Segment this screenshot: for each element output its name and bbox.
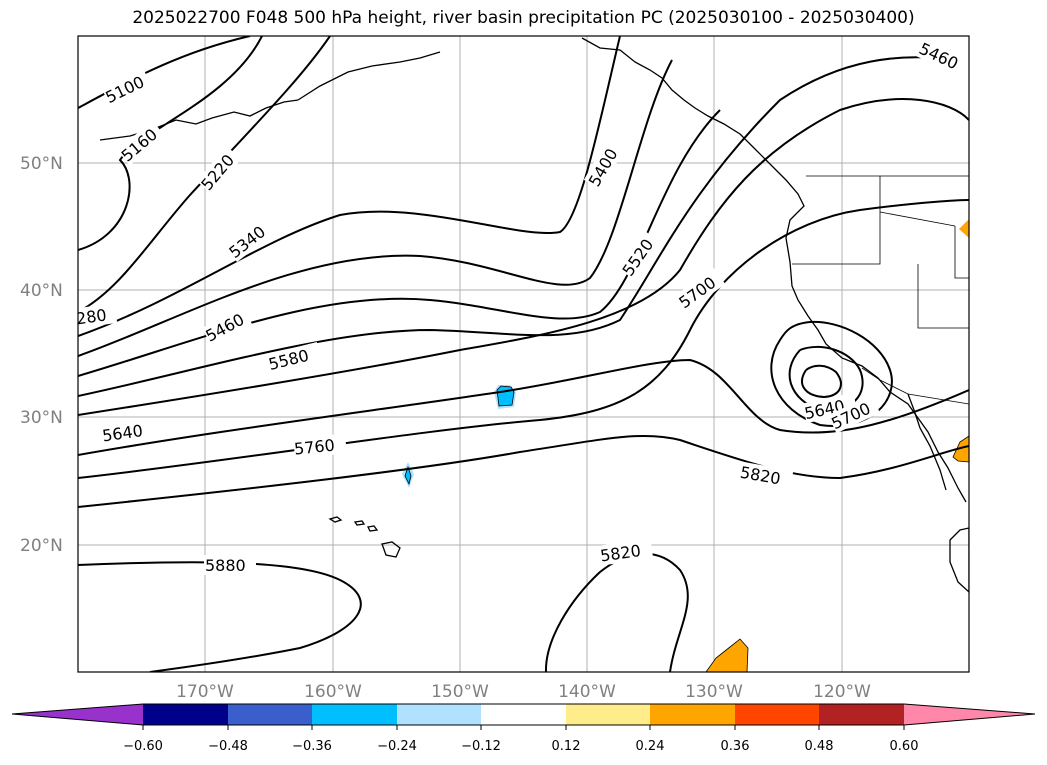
contour-label: 280 xyxy=(75,305,108,328)
colorbar-segment xyxy=(397,704,481,725)
lon-tick-label: 130°W xyxy=(685,682,743,702)
map-area xyxy=(78,36,969,672)
contour-label: 5880 xyxy=(205,556,246,575)
colorbar-extend-low xyxy=(12,704,143,725)
lat-tick-label: 20°N xyxy=(20,536,63,556)
contour-5580 xyxy=(78,56,969,397)
lon-tick-label: 150°W xyxy=(431,682,489,702)
contour-5220 xyxy=(78,36,331,313)
colorbar: −0.60 −0.48 −0.36 −0.24 −0.12 0.12 0.24 … xyxy=(11,703,1036,754)
colorbar-tick-label: −0.24 xyxy=(377,739,417,754)
colorbar-segment xyxy=(735,704,819,725)
lon-tick-label: 140°W xyxy=(558,682,616,702)
contour-5400 xyxy=(78,36,621,337)
colorbar-segment xyxy=(481,704,566,725)
contour-5460 xyxy=(78,59,673,357)
colorbar-tick-label: −0.48 xyxy=(208,739,248,754)
colorbar-tick-labels: −0.60 −0.48 −0.36 −0.24 −0.12 0.12 0.24 … xyxy=(123,739,918,754)
lat-tick-labels: 50°N 40°N 30°N 20°N xyxy=(20,154,63,556)
colorbar-tick-label: −0.12 xyxy=(461,739,501,754)
contour-5700-a xyxy=(78,358,969,456)
colorbar-segment xyxy=(312,704,397,725)
contour-5580-low xyxy=(801,364,842,399)
colorbar-segment xyxy=(566,704,650,725)
lat-tick-label: 30°N xyxy=(20,408,63,428)
colorbar-tick-label: −0.36 xyxy=(292,739,332,754)
contour-5640 xyxy=(78,98,969,416)
map-frame xyxy=(77,35,970,673)
contour-5700-low xyxy=(770,320,893,427)
contour-label: 5760 xyxy=(293,436,335,459)
lon-tick-label: 170°W xyxy=(176,682,234,702)
colorbar-segment xyxy=(143,704,228,725)
lon-tick-label: 160°W xyxy=(304,682,362,702)
contour-5100 xyxy=(78,36,251,109)
hawaii-islands xyxy=(328,516,401,558)
colorbar-segment xyxy=(650,704,735,725)
lon-tick-label: 120°W xyxy=(813,682,871,702)
contour-5820 xyxy=(78,434,969,508)
colorbar-segment xyxy=(819,704,904,725)
negative-shade-core xyxy=(496,385,515,407)
colorbar-tick-label: 0.60 xyxy=(890,739,919,754)
colorbar-tick-label: 0.12 xyxy=(552,739,581,754)
positive-shade-mexico xyxy=(952,435,969,463)
lon-tick-labels: 170°W 160°W 150°W 140°W 130°W 120°W xyxy=(176,682,871,702)
colorbar-extend-high xyxy=(904,704,1035,725)
lat-tick-label: 50°N xyxy=(20,154,63,174)
colorbar-segment xyxy=(228,704,312,725)
height-contours xyxy=(78,36,969,672)
colorbar-tick-label: 0.48 xyxy=(805,739,834,754)
colorbar-ticks xyxy=(142,725,905,730)
colorbar-tick-label: 0.24 xyxy=(636,739,665,754)
map-title: 2025022700 F048 500 hPa height, river ba… xyxy=(132,8,915,28)
contour-5160 xyxy=(78,36,263,251)
positive-shade-north xyxy=(959,219,969,238)
colorbar-tick-label: −0.60 xyxy=(123,739,163,754)
colorbar-tick-label: 0.36 xyxy=(721,739,750,754)
borders xyxy=(792,175,969,405)
positive-shade-south xyxy=(705,638,749,672)
lat-tick-label: 40°N xyxy=(20,281,63,301)
